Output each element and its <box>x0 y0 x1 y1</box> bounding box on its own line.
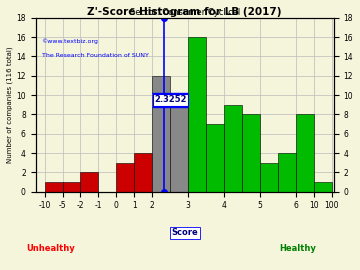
Text: Sector: Consumer Cyclical: Sector: Consumer Cyclical <box>130 8 240 17</box>
Bar <box>224 105 242 192</box>
Bar <box>314 182 332 192</box>
Bar <box>116 163 134 192</box>
Y-axis label: Number of companies (116 total): Number of companies (116 total) <box>7 46 13 163</box>
Text: Score: Score <box>171 228 198 237</box>
Text: Healthy: Healthy <box>279 244 316 253</box>
Bar <box>170 95 188 192</box>
Text: ©www.textbiz.org: ©www.textbiz.org <box>41 39 98 44</box>
Text: 2.3252: 2.3252 <box>154 95 186 104</box>
Bar <box>242 114 260 192</box>
Bar <box>152 76 170 192</box>
Bar <box>63 182 81 192</box>
Bar <box>278 153 296 192</box>
Text: The Research Foundation of SUNY: The Research Foundation of SUNY <box>41 52 148 58</box>
Bar <box>188 37 206 192</box>
Bar <box>81 172 98 192</box>
Text: Unhealthy: Unhealthy <box>26 244 75 253</box>
Bar <box>206 124 224 192</box>
Bar <box>296 114 314 192</box>
Bar <box>260 163 278 192</box>
Title: Z'-Score Histogram for LB (2017): Z'-Score Histogram for LB (2017) <box>87 7 282 17</box>
Bar <box>134 153 152 192</box>
Bar <box>45 182 63 192</box>
